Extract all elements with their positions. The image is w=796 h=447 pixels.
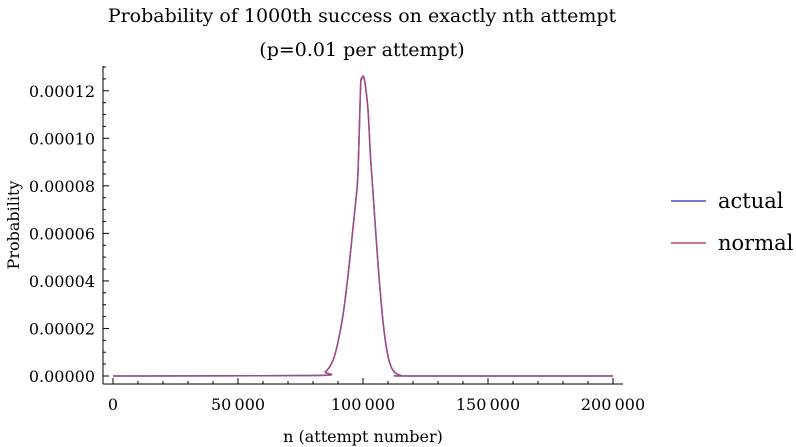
series-line-normal <box>112 75 613 377</box>
y-tick-label: 0.00008 <box>29 177 95 196</box>
chart-title: Probability of 1000th success on exactly… <box>108 5 617 27</box>
y-axis-label: Probability <box>4 181 23 270</box>
x-axis-ticks: 0 50 000 100 000 150 000 200 000 <box>108 378 645 414</box>
chart-subtitle: (p=0.01 per attempt) <box>259 39 464 61</box>
y-tick-label: 0.00002 <box>29 319 95 338</box>
y-tick-label: 0.00000 <box>29 367 95 386</box>
y-tick-label: 0.00012 <box>29 82 95 101</box>
x-tick-label: 200 000 <box>581 395 645 414</box>
y-tick-label: 0.00004 <box>29 272 95 291</box>
y-tick-label: 0.00010 <box>29 129 95 148</box>
y-tick-label: 0.00006 <box>29 224 95 243</box>
x-tick-label: 0 <box>108 395 118 414</box>
series-line-actual <box>112 75 613 377</box>
series-layer <box>112 75 613 377</box>
x-tick-label: 150 000 <box>456 395 520 414</box>
x-tick-label: 50 000 <box>211 395 265 414</box>
y-axis-ticks: 0.00000 0.00002 0.00004 0.00006 0.00008 0.000… <box>29 66 109 386</box>
legend-label-normal: normal <box>718 231 794 255</box>
legend: actual normal <box>671 189 794 255</box>
x-tick-label: 100 000 <box>331 395 395 414</box>
x-axis-label: n (attempt number) <box>283 427 443 446</box>
legend-label-actual: actual <box>718 189 784 213</box>
axes <box>102 66 623 385</box>
